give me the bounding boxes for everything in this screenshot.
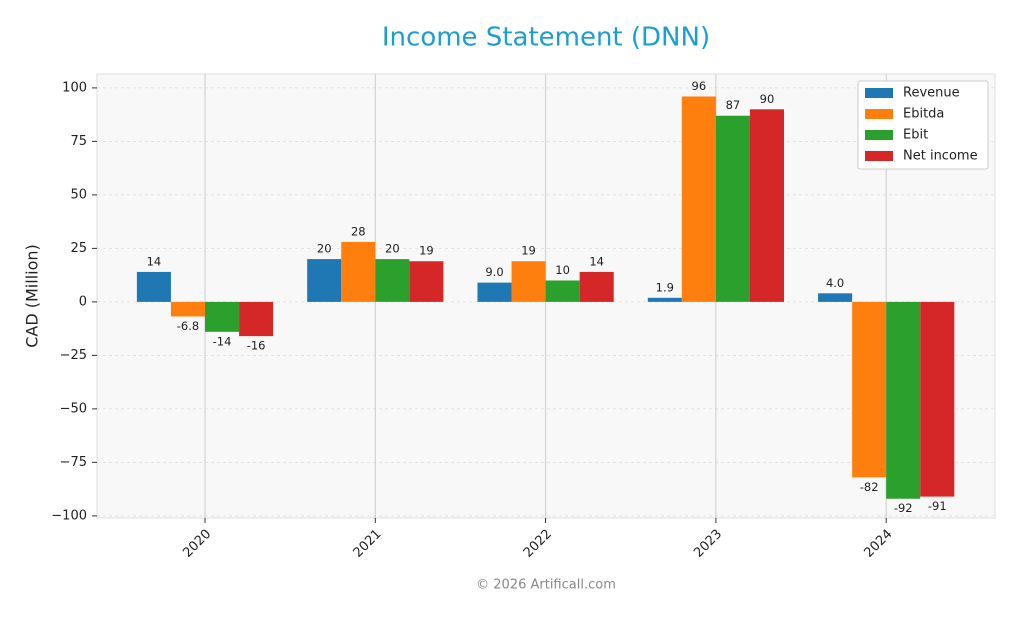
legend-swatch <box>865 151 893 161</box>
bars: 14 20 9.0 1.9 4.0 -6.8 28 19 96 -82 -14 20 10 87 -92 -1… <box>136 79 955 515</box>
value-label: 19 <box>521 244 536 258</box>
legend-swatch <box>865 130 893 140</box>
legend-swatch <box>865 88 893 98</box>
legend-box <box>857 80 989 170</box>
legend-label: Net income <box>903 149 978 164</box>
y-tick-label: 50 <box>70 187 87 202</box>
value-label: 28 <box>351 224 366 238</box>
value-label: 10 <box>555 263 570 277</box>
value-label: -16 <box>247 339 266 353</box>
legend-label: Revenue <box>903 86 960 101</box>
value-label: 1.9 <box>656 280 674 294</box>
y-tick-label: 100 <box>62 80 87 95</box>
chart-title: Income Statement (DNN) <box>382 23 710 53</box>
y-tick-label: 0 <box>79 294 87 309</box>
y-axis-label: CAD (Million) <box>23 244 42 348</box>
x-tick-label: 2021 <box>351 527 385 561</box>
value-label: 90 <box>760 92 775 106</box>
x-tick-label: 2020 <box>180 527 214 561</box>
y-tick-label: 25 <box>70 241 87 256</box>
value-label: 20 <box>317 242 332 256</box>
bar <box>239 301 274 337</box>
legend: Revenue Ebitda Ebit Net income <box>857 80 989 170</box>
bar <box>341 241 376 302</box>
x-tick-label: 2024 <box>861 527 895 561</box>
value-label: -92 <box>894 501 913 515</box>
bar <box>647 297 682 302</box>
value-label: 4.0 <box>826 276 844 290</box>
value-label: 14 <box>589 254 604 268</box>
bar <box>715 115 750 302</box>
legend-swatch <box>865 109 893 119</box>
bar <box>511 261 546 302</box>
value-label: -91 <box>928 499 947 513</box>
bar <box>170 301 205 317</box>
y-tick-label: −75 <box>60 455 87 470</box>
bar <box>307 259 342 302</box>
bar <box>205 301 240 332</box>
bar <box>375 259 410 302</box>
value-label: 14 <box>147 254 162 268</box>
y-tick-label: −25 <box>60 348 87 363</box>
value-label: 20 <box>385 242 400 256</box>
bar <box>545 280 580 302</box>
bar <box>749 109 785 302</box>
footer: © 2026 Artificall.com <box>476 578 616 593</box>
bar <box>818 293 853 302</box>
y-tick-label: −50 <box>60 401 87 416</box>
bar <box>409 261 444 302</box>
legend-label: Ebitda <box>903 107 944 122</box>
bar <box>920 301 955 497</box>
x-tick-label: 2022 <box>521 527 555 561</box>
value-label: -14 <box>213 334 232 348</box>
bar <box>886 301 921 499</box>
value-label: -6.8 <box>177 319 199 333</box>
bar <box>136 271 171 302</box>
bar <box>852 301 887 478</box>
bar <box>681 96 716 302</box>
bar <box>579 271 614 302</box>
value-label: 96 <box>692 79 707 93</box>
bar <box>477 282 512 302</box>
x-tick-label: 2023 <box>691 527 725 561</box>
value-label: 9.0 <box>485 265 503 279</box>
y-tick-label: −100 <box>51 508 87 523</box>
value-label: 19 <box>419 244 434 258</box>
y-tick-label: 75 <box>70 134 87 149</box>
value-label: -82 <box>860 480 879 494</box>
value-label: 87 <box>726 98 741 112</box>
legend-label: Ebit <box>903 128 928 143</box>
